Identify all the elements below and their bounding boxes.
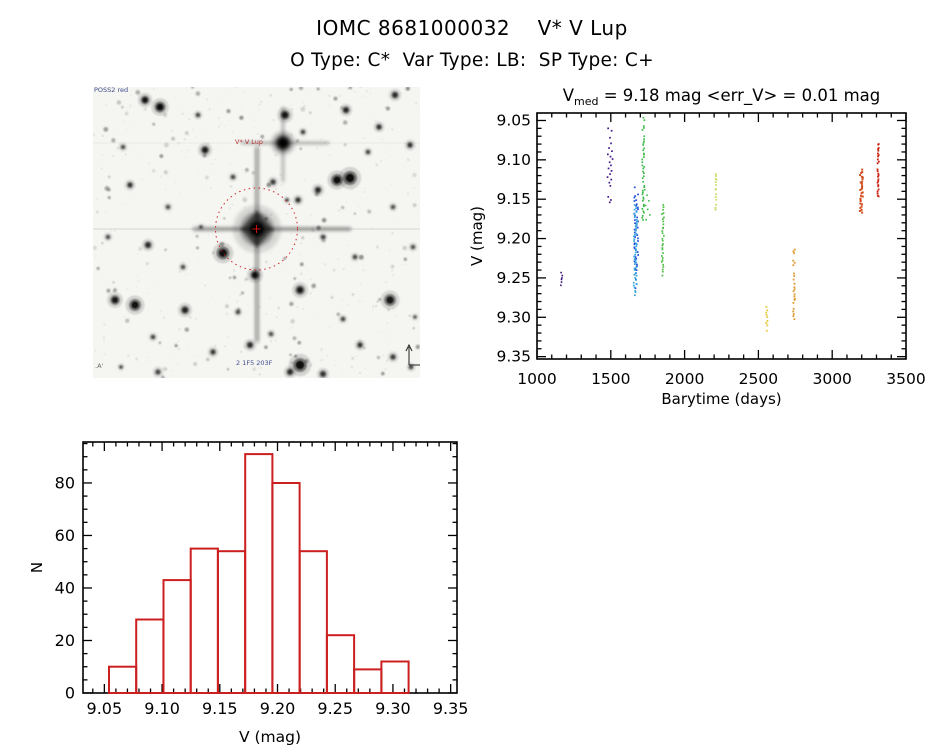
svg-text:9.35: 9.35 <box>496 348 531 366</box>
finder-survey-label: POSS2 red <box>94 86 129 94</box>
svg-text:9.05: 9.05 <box>496 111 531 129</box>
hist-bars <box>108 453 410 695</box>
svg-text:9.20: 9.20 <box>496 230 531 248</box>
svg-text:9.15: 9.15 <box>202 699 238 718</box>
svg-text:9.25: 9.25 <box>317 699 353 718</box>
x-axis-label: V (mag) <box>239 728 301 746</box>
svg-text:20: 20 <box>55 631 75 650</box>
svg-text:9.10: 9.10 <box>144 699 180 718</box>
axis-tick-labels: 9.05 9.10 9.15 9.20 9.25 9.30 9.35 0 20 40 60 80 <box>55 473 469 718</box>
svg-text:80: 80 <box>55 473 75 492</box>
svg-text:9.30: 9.30 <box>375 699 411 718</box>
svg-text:3500: 3500 <box>886 370 925 388</box>
page-title: IOMC 8681000032 V* V Lup <box>316 16 628 40</box>
svg-text:9.20: 9.20 <box>260 699 296 718</box>
finder-corner-label: .A' <box>95 362 104 370</box>
svg-text:60: 60 <box>55 526 75 545</box>
magnitude-histogram: 9.05 9.10 9.15 9.20 9.25 9.30 9.35 0 20 40 60 80 V (… <box>28 441 469 746</box>
axis-ticks <box>83 442 457 694</box>
finder-target-label: V* V Lup <box>235 138 264 146</box>
finder-plate-label: 2 1F5 203F <box>236 359 273 367</box>
svg-text:2500: 2500 <box>739 370 778 388</box>
svg-text:1000: 1000 <box>517 370 556 388</box>
x-axis-label: Barytime (days) <box>661 390 781 408</box>
svg-text:9.05: 9.05 <box>87 699 123 718</box>
background-noise <box>93 87 419 376</box>
svg-text:1500: 1500 <box>591 370 630 388</box>
faint-stars <box>93 87 420 378</box>
field-stars <box>103 88 419 378</box>
y-axis-label: V (mag) <box>468 206 486 266</box>
y-axis-label: N <box>28 562 46 573</box>
bright-star <box>241 107 329 182</box>
svg-text:2000: 2000 <box>665 370 704 388</box>
svg-text:9.10: 9.10 <box>496 151 531 169</box>
axis-ticks <box>536 113 907 359</box>
svg-text:40: 40 <box>55 578 75 597</box>
lc-points <box>560 116 880 332</box>
light-curve-plot: Vmed = 9.18 mag <err_V> = 0.01 mag 1000 15… <box>468 86 926 408</box>
compass-icon <box>405 343 420 366</box>
page-subtitle: O Type: C* Var Type: LB: SP Type: C+ <box>290 50 654 71</box>
light-curve-title: Vmed = 9.18 mag <err_V> = 0.01 mag <box>563 86 881 108</box>
svg-text:9.30: 9.30 <box>496 308 531 326</box>
axis-tick-labels: 1000 1500 2000 2500 3000 3500 9.05 9.10 9.15 9.20… <box>496 111 925 388</box>
svg-text:9.15: 9.15 <box>496 190 531 208</box>
svg-text:9.35: 9.35 <box>433 699 469 718</box>
starfield-image <box>93 87 420 378</box>
target-circle-marker <box>215 187 298 271</box>
svg-text:3000: 3000 <box>812 370 851 388</box>
finder-chart: POSS2 red V* V Lup 2 1F5 203F .A' <box>93 87 420 378</box>
svg-text:0: 0 <box>65 684 75 703</box>
svg-text:9.25: 9.25 <box>496 269 531 287</box>
